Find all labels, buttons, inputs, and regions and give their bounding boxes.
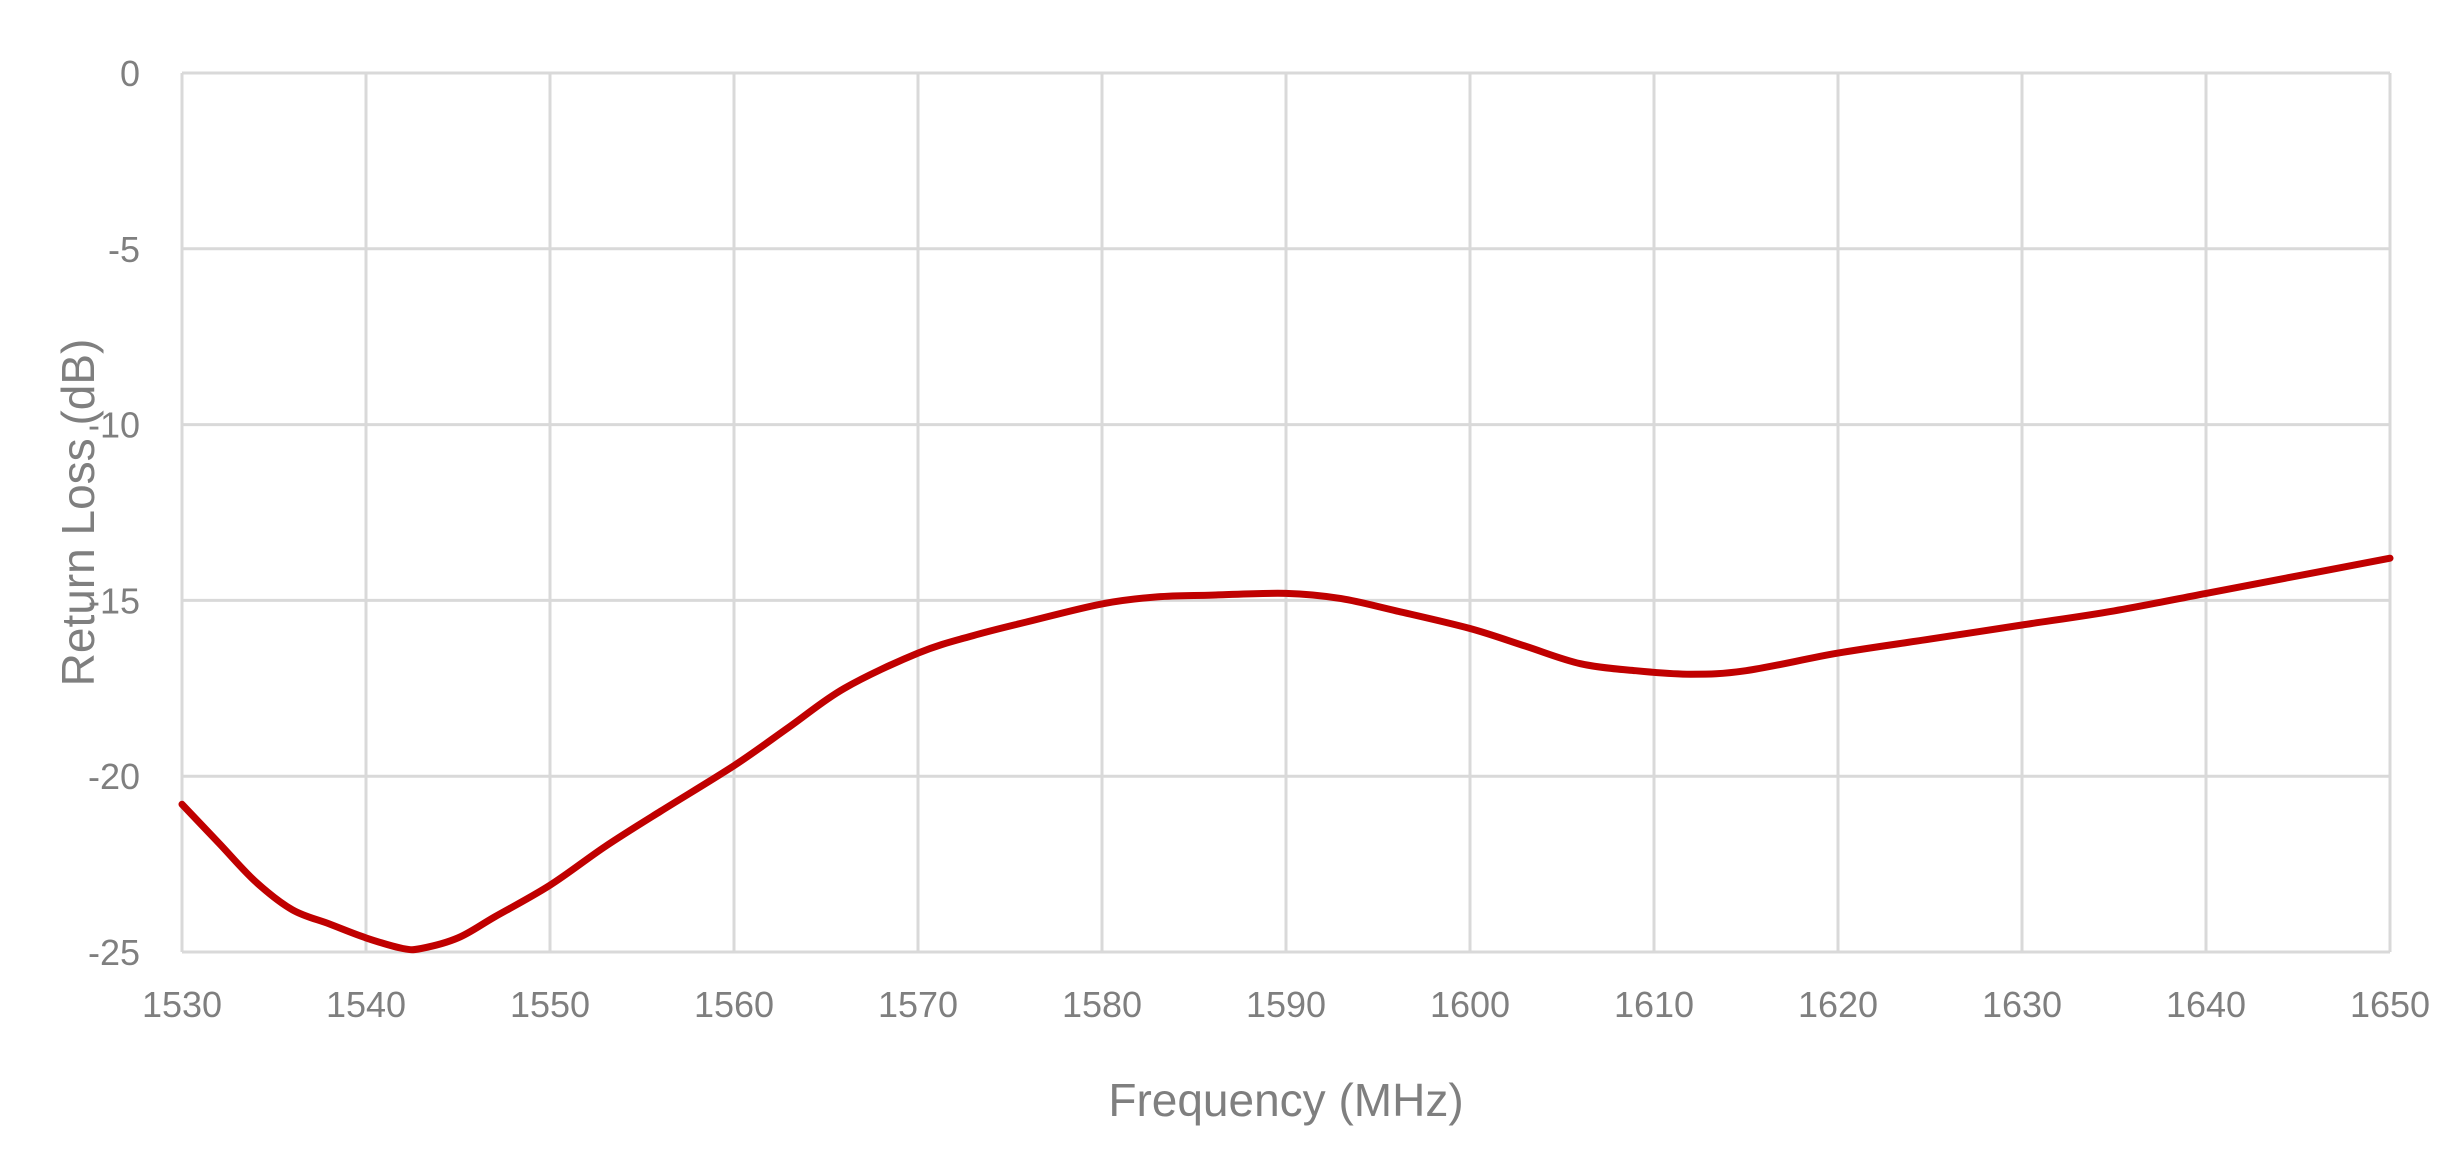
x-tick-label: 1650: [2350, 984, 2430, 1025]
x-tick-label: 1610: [1614, 984, 1694, 1025]
x-tick-label: 1600: [1430, 984, 1510, 1025]
series-line: [178, 554, 2394, 954]
x-tick-label: 1570: [878, 984, 958, 1025]
y-tick-label: 0: [120, 53, 140, 94]
y-axis-title: Return Loss (dB): [52, 339, 104, 687]
x-tick-labels: 1530 1540 1550 1560 1570 1580 1590 1600 1610 1620…: [142, 984, 2430, 1025]
y-tick-label: -20: [88, 756, 140, 797]
series-layer: [178, 554, 2394, 954]
y-tick-label: -10: [88, 405, 140, 446]
x-tick-label: 1640: [2166, 984, 2246, 1025]
x-tick-label: 1550: [510, 984, 590, 1025]
y-tick-label: -15: [88, 580, 140, 621]
x-tick-label: 1540: [326, 984, 406, 1025]
x-tick-label: 1620: [1798, 984, 1878, 1025]
x-tick-label: 1630: [1982, 984, 2062, 1025]
x-tick-label: 1530: [142, 984, 222, 1025]
y-tick-labels: 0 -5 -10 -15 -20 -25: [88, 53, 140, 973]
grid-layer: [180, 71, 2392, 954]
y-tick-label: -25: [88, 932, 140, 973]
x-tick-label: 1590: [1246, 984, 1326, 1025]
x-axis-title: Frequency (MHz): [1108, 1074, 1463, 1126]
x-tick-label: 1580: [1062, 984, 1142, 1025]
y-tick-label: -5: [108, 229, 140, 270]
x-tick-label: 1560: [694, 984, 774, 1025]
